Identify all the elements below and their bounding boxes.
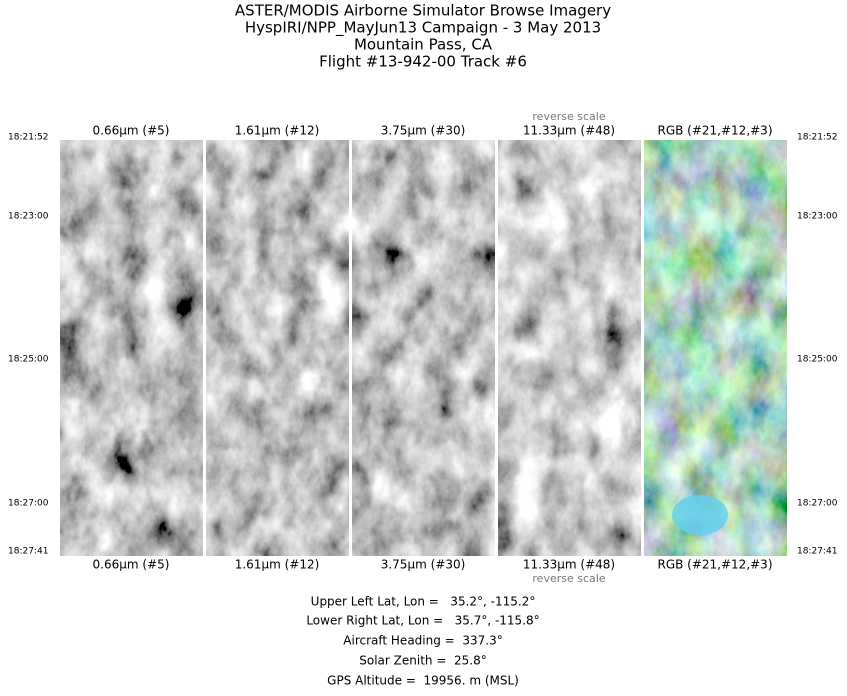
title-line: ASTER/MODIS Airborne Simulator Browse Im…: [235, 2, 611, 20]
panel-labels: reverse scale 0.66µm (#5) 1.61µm (#12) 3…: [93, 110, 773, 585]
note: reverse scale: [532, 572, 605, 585]
panel-label: 3.75µm (#30): [381, 124, 466, 138]
panel-label: 1.61µm (#12): [235, 124, 320, 138]
title-line: Flight #13-942-00 Track #6: [319, 53, 527, 71]
time-label: 18:23:00: [797, 212, 838, 222]
footer-line: Aircraft Heading = 337.3°: [343, 634, 502, 648]
footer: Upper Left Lat, Lon = 35.2°, -115.2° Low…: [306, 595, 539, 688]
panel-label: 3.75µm (#30): [381, 558, 466, 572]
time-label: 18:25:00: [8, 355, 49, 365]
image-panel: [352, 140, 495, 556]
panel-label: 11.33µm (#48): [523, 124, 615, 138]
time-label: 18:27:41: [8, 547, 48, 557]
time-label: 18:27:41: [797, 547, 837, 557]
time-label: 18:27:00: [797, 499, 838, 509]
title-line: HyspIRI/NPP_MayJun13 Campaign - 3 May 20…: [245, 19, 601, 38]
panel-label: 0.66µm (#5): [93, 124, 170, 138]
image-panel: [644, 140, 787, 556]
panel-label: 1.61µm (#12): [235, 558, 320, 572]
panel-label: RGB (#21,#12,#3): [657, 558, 772, 572]
time-label: 18:21:52: [8, 133, 48, 143]
time-label: 18:27:00: [8, 499, 49, 509]
note: reverse scale: [532, 110, 605, 123]
footer-line: Upper Left Lat, Lon = 35.2°, -115.2°: [311, 595, 536, 609]
time-label: 18:25:00: [797, 355, 838, 365]
time-label: 18:21:52: [797, 133, 837, 143]
time-label: 18:23:00: [8, 212, 49, 222]
header: ASTER/MODIS Airborne Simulator Browse Im…: [235, 2, 611, 71]
panel-label: 11.33µm (#48): [523, 558, 615, 572]
panel-label: 0.66µm (#5): [93, 558, 170, 572]
title-line: Mountain Pass, CA: [354, 36, 493, 54]
image-panel: [206, 140, 349, 556]
lake-highlight: [672, 495, 728, 535]
image-panels: [60, 140, 787, 556]
footer-line: Lower Right Lat, Lon = 35.7°, -115.8°: [306, 614, 539, 628]
image-panel: [498, 140, 641, 556]
footer-line: GPS Altitude = 19956. m (MSL): [327, 674, 519, 688]
time-labels: 18:21:52 18:23:00 18:25:00 18:27:00 18:2…: [8, 133, 838, 557]
footer-line: Solar Zenith = 25.8°: [359, 654, 486, 668]
panel-label: RGB (#21,#12,#3): [657, 124, 772, 138]
image-panel: [60, 140, 203, 556]
